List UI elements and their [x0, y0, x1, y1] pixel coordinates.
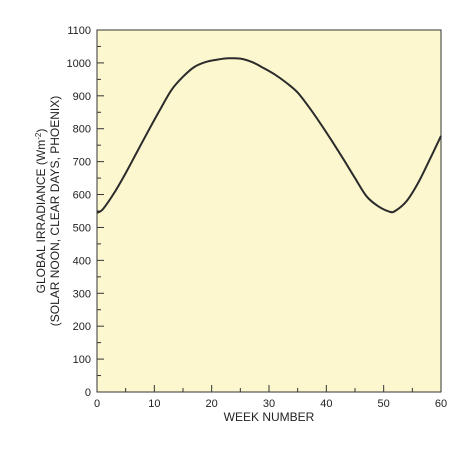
x-tick-label: 60	[435, 398, 447, 410]
y-tick-label: 1100	[67, 25, 91, 37]
plot-area	[96, 29, 442, 393]
x-axis-label: WEEK NUMBER	[224, 410, 315, 424]
y-axis-label-line1: GLOBAL IRRADIANCE (Wm-2)	[34, 129, 49, 294]
y-axis-label-end: )	[34, 129, 48, 133]
x-tick-label: 0	[94, 398, 100, 410]
y-tick-label: 500	[73, 222, 91, 234]
y-tick-label: 400	[73, 255, 91, 267]
x-axis-ticks: 0 10 20 30 40 50 60	[94, 385, 447, 410]
x-tick-label: 30	[263, 398, 275, 410]
x-tick-label: 20	[206, 398, 218, 410]
y-tick-label: 200	[73, 321, 91, 333]
y-tick-label: 100	[73, 354, 91, 366]
y-axis-ticks: 0 100 200 300 400 500 600 700 800 900 1000 1100	[67, 25, 104, 399]
y-tick-label: 0	[85, 387, 91, 399]
y-axis-label: GLOBAL IRRADIANCE (Wm-2) (SOLAR NOON, CL…	[34, 96, 63, 327]
x-tick-label: 40	[320, 398, 332, 410]
series-line	[96, 57, 442, 214]
x-tick-label: 50	[378, 398, 390, 410]
x-tick-label: 10	[148, 398, 160, 410]
y-tick-label: 300	[73, 288, 91, 300]
y-tick-label: 800	[73, 124, 91, 136]
y-tick-label: 600	[73, 190, 91, 202]
y-axis-label-line2: (SOLAR NOON, CLEAR DAYS, PHOENIX)	[48, 96, 62, 327]
y-tick-label: 1000	[67, 58, 91, 70]
y-tick-label: 700	[73, 157, 91, 169]
y-tick-label: 900	[73, 91, 91, 103]
y-axis-label-main: GLOBAL IRRADIANCE (Wm	[34, 140, 48, 294]
minor-ticks	[97, 45, 413, 392]
y-axis-label-sup: -2	[34, 132, 43, 140]
